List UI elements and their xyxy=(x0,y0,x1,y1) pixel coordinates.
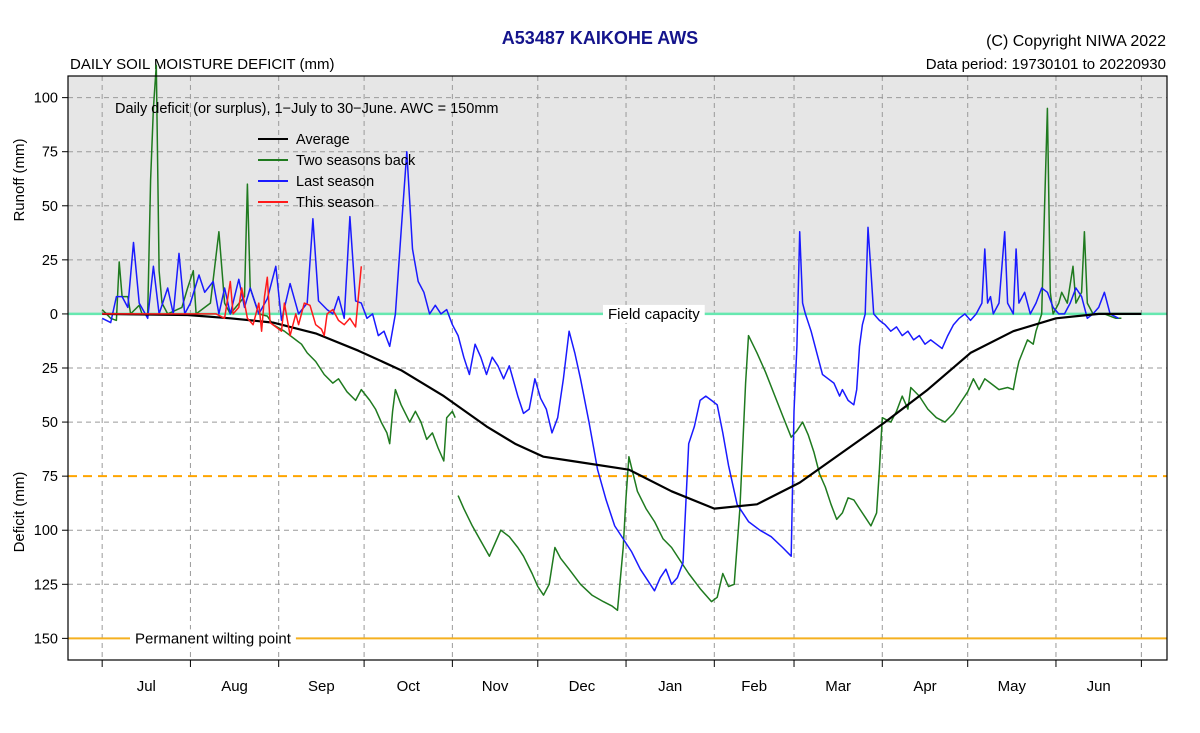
series-this-season-line xyxy=(102,266,363,337)
x-tick-label: Jun xyxy=(1087,678,1111,695)
data-period: Data period: 19730101 to 20220930 xyxy=(925,56,1166,73)
x-tick-label: Aug xyxy=(221,678,248,695)
legend-label-last-season: Last season xyxy=(296,174,374,190)
series-last-season-line xyxy=(101,150,1119,592)
y-tick-label: 50 xyxy=(42,415,58,431)
y-tick-label: 0 xyxy=(50,307,58,323)
copyright-notice: (C) Copyright NIWA 2022 xyxy=(986,33,1166,50)
series-average-line xyxy=(102,312,1142,510)
legend-label-this-season: This season xyxy=(296,195,374,211)
chart-subtitle: DAILY SOIL MOISTURE DEFICIT (mm) xyxy=(70,56,335,73)
wilting-point-label: Permanent wilting point xyxy=(135,630,292,647)
y-tick-label: 150 xyxy=(34,631,58,647)
y-axis-label-deficit: Deficit (mm) xyxy=(11,472,28,553)
x-tick-label: Oct xyxy=(397,678,421,695)
x-tick-label: Sep xyxy=(308,678,335,695)
legend-label-average: Average xyxy=(296,132,350,148)
x-tick-label: May xyxy=(998,678,1027,695)
y-axis-label-runoff: Runoff (mm) xyxy=(11,138,28,221)
field-capacity-label: Field capacity xyxy=(608,306,700,323)
chart-annotation: Daily deficit (or surplus), 1−July to 30… xyxy=(115,101,498,117)
x-tick-label: Mar xyxy=(825,678,851,695)
x-tick-label: Dec xyxy=(569,678,596,695)
y-tick-label: 125 xyxy=(34,577,58,593)
x-tick-label: Nov xyxy=(482,678,509,695)
chart-title: A53487 KAIKOHE AWS xyxy=(501,28,699,48)
x-tick-label: Jan xyxy=(658,678,682,695)
x-tick-label: Apr xyxy=(913,678,936,695)
y-tick-label: 100 xyxy=(34,523,58,539)
y-tick-label: 25 xyxy=(42,253,58,269)
y-tick-label: 75 xyxy=(42,145,58,161)
y-tick-label: 25 xyxy=(42,361,58,377)
legend-label-two-seasons-back: Two seasons back xyxy=(296,153,416,169)
y-tick-label: 75 xyxy=(42,469,58,485)
x-tick-label: Feb xyxy=(741,678,767,695)
y-tick-label: 100 xyxy=(34,91,58,107)
y-tick-label: 50 xyxy=(42,199,58,215)
x-tick-label: Jul xyxy=(137,678,156,695)
